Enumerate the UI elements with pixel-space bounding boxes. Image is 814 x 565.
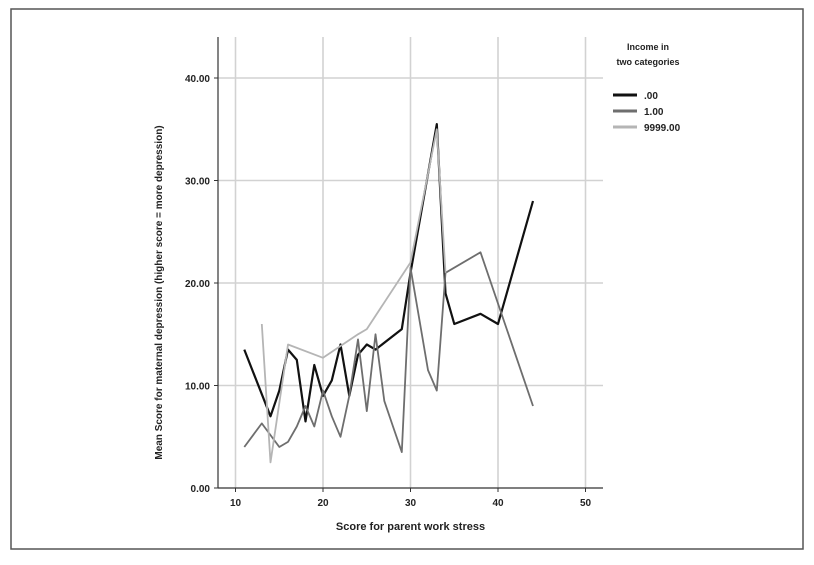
y-tick-label: 40.00 (185, 74, 210, 85)
x-tick-label: 10 (230, 498, 242, 509)
x-tick-label: 30 (405, 498, 417, 509)
x-axis-title: Score for parent work stress (336, 521, 485, 533)
y-tick-label: 0.00 (191, 484, 211, 495)
series-line-0 (243, 122, 535, 423)
legend-title-line2: two categories (616, 57, 679, 67)
x-tick-label: 40 (492, 498, 504, 509)
outer-border (10, 8, 804, 550)
legend-items: .00 1.00 9999.00 (613, 91, 681, 134)
y-tick-label: 10.00 (185, 382, 210, 393)
axes (214, 37, 603, 492)
legend: Income in two categories .00 1.00 9999.00 (613, 42, 681, 134)
legend-label-1: 1.00 (644, 107, 664, 118)
y-axis-title: Mean Score for maternal depression (high… (154, 125, 165, 459)
series-lines (243, 122, 535, 464)
x-tick-label: 50 (580, 498, 592, 509)
y-tick-label: 20.00 (185, 279, 210, 290)
legend-label-2: 9999.00 (644, 123, 681, 134)
legend-label-0: .00 (644, 91, 658, 102)
series-line-1 (243, 251, 534, 454)
tick-labels: 10 20 30 40 50 0.00 10.00 20.00 30.00 40.00 (185, 74, 592, 509)
legend-title-line1: Income in (627, 42, 669, 52)
y-tick-label: 30.00 (185, 177, 210, 188)
series-line-2 (260, 128, 447, 464)
x-tick-label: 20 (317, 498, 329, 509)
